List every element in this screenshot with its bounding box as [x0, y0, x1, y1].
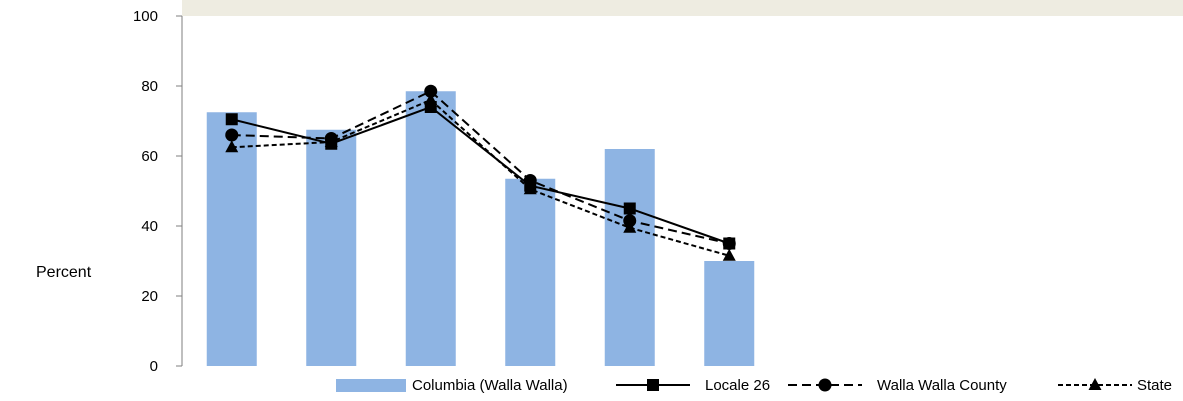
legend-label-3: State [1137, 377, 1172, 394]
bars-layer [206, 91, 755, 366]
series-2-point-4 [523, 174, 537, 187]
legend: Columbia (Walla Walla) Locale 26 Walla Wal… [336, 377, 1172, 394]
series-line-3 [231, 98, 730, 257]
series-2-point-3 [424, 84, 438, 98]
series-2-point-1 [225, 128, 239, 142]
series-1-point-5 [623, 202, 636, 215]
series-3-point-3 [424, 93, 438, 105]
header-band [182, 0, 1183, 16]
series-2-point-6 [722, 237, 736, 250]
legend-label-bars: Columbia (Walla Walla) [412, 377, 568, 394]
series-3-point-4 [523, 182, 537, 195]
y-ticks: 0 20 40 60 80 100 [133, 8, 182, 375]
legend-marker-1 [647, 379, 659, 391]
series-3-point-5 [623, 220, 637, 233]
bar-2 [306, 129, 357, 366]
legend-marker-3 [1088, 378, 1102, 390]
series-line-2 [231, 90, 730, 245]
series-line-1 [231, 105, 730, 245]
legend-marker-2 [818, 378, 832, 392]
y-tick-label-0: 0 [150, 358, 158, 375]
y-tick-label-40: 40 [141, 218, 158, 235]
legend-label-1: Locale 26 [705, 377, 770, 394]
y-tick-label-80: 80 [141, 78, 158, 95]
series-3-point-2 [324, 135, 338, 147]
y-axis-title: Percent [36, 264, 92, 281]
y-tick-label-100: 100 [133, 8, 158, 25]
series-3-point-1 [225, 140, 239, 153]
series-1-point-1 [225, 113, 238, 126]
y-tick-label-20: 20 [141, 288, 158, 305]
series-3-point-6 [722, 248, 736, 261]
bar-1 [206, 112, 257, 366]
bar-6 [704, 261, 755, 366]
bar-5 [604, 149, 655, 366]
y-tick-label-60: 60 [141, 148, 158, 165]
bar-4 [505, 178, 556, 366]
bar-3 [405, 91, 456, 366]
series-lines [225, 84, 736, 261]
legend-label-2: Walla Walla County [877, 377, 1007, 394]
legend-swatch-bars [336, 379, 406, 392]
